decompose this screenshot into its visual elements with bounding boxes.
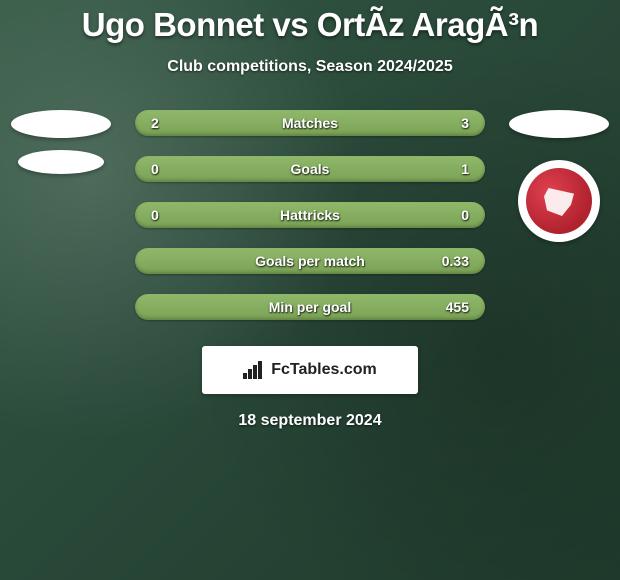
stat-right-value: 0.33 <box>442 253 469 269</box>
stats-area: 2 Matches 3 0 Goals 1 0 Hattricks 0 Goals per mat… <box>0 110 620 320</box>
stat-label: Min per goal <box>269 299 351 315</box>
player-marker-oval <box>509 110 609 138</box>
stat-left-value: 0 <box>151 161 159 177</box>
stat-bar: 0 Hattricks 0 <box>135 202 485 228</box>
stat-label: Matches <box>282 115 338 131</box>
player-marker-oval <box>11 110 111 138</box>
stat-label: Hattricks <box>280 207 340 223</box>
date-label: 18 september 2024 <box>0 412 620 430</box>
right-player-markers <box>504 110 614 242</box>
stat-bar: 2 Matches 3 <box>135 110 485 136</box>
fctables-logo: FcTables.com <box>243 361 377 379</box>
stat-label: Goals per match <box>255 253 365 269</box>
eagle-crest-icon <box>526 168 592 234</box>
player-marker-oval <box>18 150 104 174</box>
stat-bars: 2 Matches 3 0 Goals 1 0 Hattricks 0 Goals per mat… <box>135 110 485 320</box>
header: Ugo Bonnet vs OrtÃ­z AragÃ³n Club compet… <box>0 0 620 76</box>
stat-right-value: 455 <box>446 299 469 315</box>
page-subtitle: Club competitions, Season 2024/2025 <box>0 58 620 76</box>
stat-right-value: 0 <box>461 207 469 223</box>
bar-chart-icon <box>243 361 265 379</box>
stat-right-value: 3 <box>461 115 469 131</box>
brand-label: FcTables.com <box>271 361 377 379</box>
stat-bar: Goals per match 0.33 <box>135 248 485 274</box>
stat-bar: Min per goal 455 <box>135 294 485 320</box>
club-badge <box>518 160 600 242</box>
stat-bar: 0 Goals 1 <box>135 156 485 182</box>
left-player-markers <box>6 110 116 174</box>
stat-label: Goals <box>291 161 330 177</box>
stat-left-value: 2 <box>151 115 159 131</box>
brand-footer: FcTables.com <box>202 346 418 394</box>
stat-left-value: 0 <box>151 207 159 223</box>
page-title: Ugo Bonnet vs OrtÃ­z AragÃ³n <box>0 6 620 44</box>
stat-right-value: 1 <box>461 161 469 177</box>
